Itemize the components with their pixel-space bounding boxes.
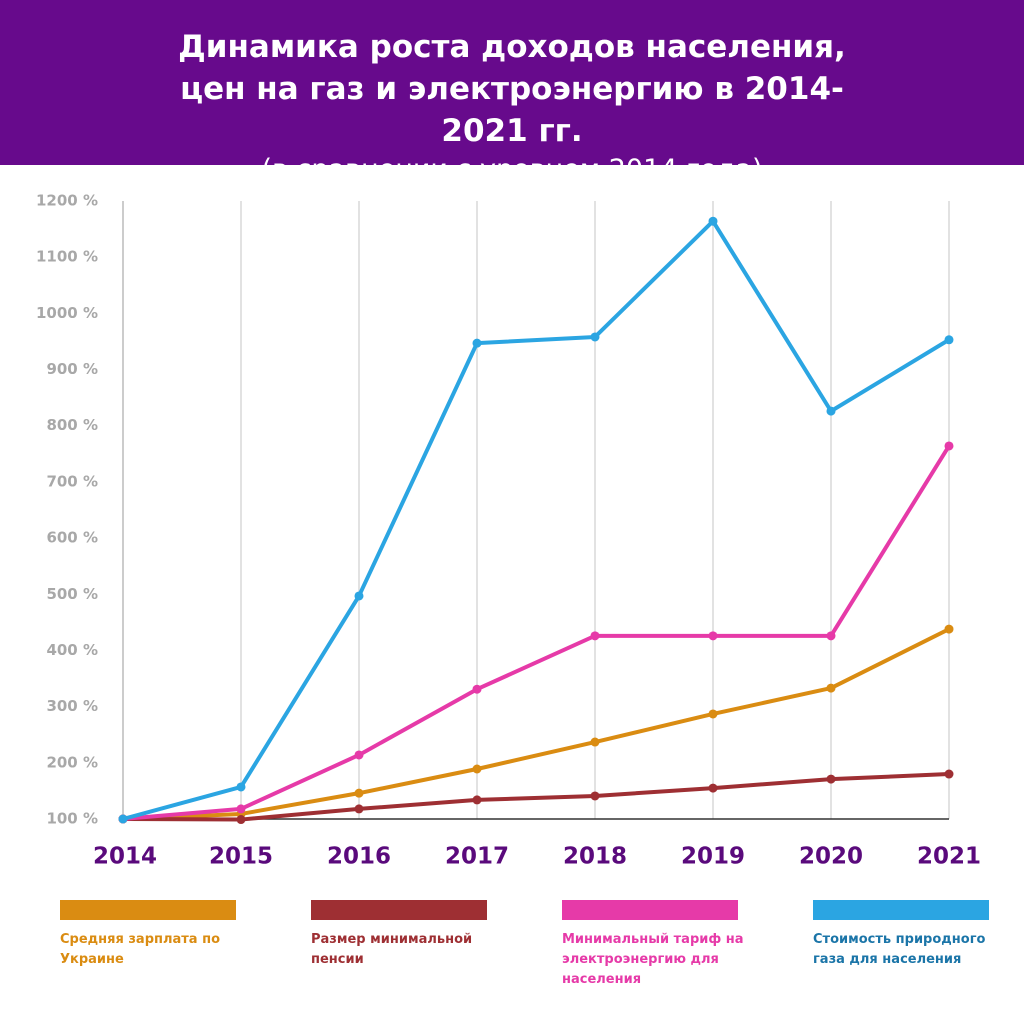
y-tick-label: 900 %	[46, 360, 98, 378]
y-tick-label: 300 %	[46, 697, 98, 715]
legend-swatch	[813, 900, 989, 920]
y-tick-label: 400 %	[46, 641, 98, 659]
data-point	[236, 815, 246, 825]
data-point	[708, 783, 718, 793]
data-point	[944, 335, 954, 345]
x-tick-label: 2017	[445, 844, 509, 870]
series-line	[122, 444, 951, 821]
y-tick-label: 200 %	[46, 753, 98, 771]
y-tick-label: 1000 %	[36, 304, 98, 322]
x-tick-label: 2016	[327, 844, 391, 870]
y-tick-label: 800 %	[46, 416, 98, 434]
x-tick-label: 2019	[681, 844, 745, 870]
data-point	[472, 795, 482, 805]
data-point	[826, 631, 836, 641]
x-tick-label: 2021	[917, 844, 981, 870]
data-point	[354, 788, 364, 798]
data-point	[708, 216, 718, 226]
data-point	[826, 683, 836, 693]
data-point	[944, 441, 954, 451]
legend-label: Минимальный тариф на электроэнергию для …	[562, 932, 744, 987]
data-point	[354, 804, 364, 814]
y-tick-label: 100 %	[46, 810, 98, 828]
data-point	[472, 764, 482, 774]
data-point	[590, 332, 600, 342]
data-point	[708, 631, 718, 641]
legend-label: Средняя зарплата по Украине	[60, 932, 221, 967]
data-point	[826, 774, 836, 784]
data-point	[472, 338, 482, 348]
chart-title: Динамика роста доходов населения, цен на…	[178, 29, 846, 149]
data-point	[944, 769, 954, 779]
y-tick-label: 600 %	[46, 529, 98, 547]
legend-label: Размер минимальной пенсии	[311, 932, 473, 967]
y-tick-label: 1100 %	[36, 248, 98, 266]
series-line	[122, 219, 951, 821]
series-line	[122, 772, 950, 822]
y-tick-label: 500 %	[46, 585, 98, 603]
data-point	[590, 737, 600, 747]
data-point	[236, 804, 246, 814]
data-point	[354, 591, 364, 601]
x-tick-label: 2014	[93, 844, 157, 870]
data-point	[708, 709, 718, 719]
legend-swatch	[60, 900, 236, 920]
y-tick-label: 700 %	[46, 472, 98, 490]
data-point	[590, 631, 600, 641]
x-tick-label: 2015	[209, 844, 273, 870]
data-point	[826, 406, 836, 416]
data-point	[944, 624, 954, 634]
data-point	[590, 791, 600, 801]
data-point	[118, 814, 128, 824]
series-line	[122, 627, 950, 821]
data-point	[236, 782, 246, 792]
header: Динамика роста доходов населения, цен на…	[0, 0, 1024, 185]
legend-swatch	[562, 900, 738, 920]
x-tick-label: 2020	[799, 844, 863, 870]
chart-subtitle: (в сравнении с уровнем 2014 года)	[261, 154, 763, 185]
y-tick-label: 1200 %	[36, 192, 98, 210]
legend-swatch	[311, 900, 487, 920]
data-point	[472, 684, 482, 694]
x-tick-label: 2018	[563, 844, 627, 870]
data-point	[354, 750, 364, 760]
legend-label: Стоимость природного газа для населения	[813, 932, 986, 967]
